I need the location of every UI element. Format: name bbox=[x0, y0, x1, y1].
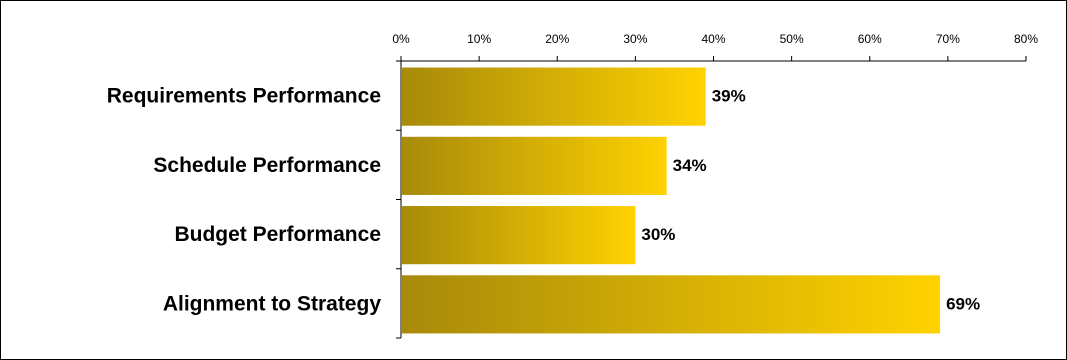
data-label: 39% bbox=[712, 87, 746, 106]
bar bbox=[402, 206, 636, 265]
x-tick-label: 50% bbox=[780, 32, 804, 46]
x-tick-label: 20% bbox=[545, 32, 569, 46]
x-tick-label: 80% bbox=[1014, 32, 1038, 46]
x-tick-label: 40% bbox=[701, 32, 725, 46]
x-tick-label: 70% bbox=[936, 32, 960, 46]
x-tick-label: 10% bbox=[467, 32, 491, 46]
bar bbox=[402, 67, 706, 126]
bar bbox=[402, 275, 941, 334]
category-label: Budget Performance bbox=[174, 223, 381, 246]
x-tick-label: 30% bbox=[623, 32, 647, 46]
category-label: Schedule Performance bbox=[153, 154, 381, 177]
x-tick-label: 60% bbox=[858, 32, 882, 46]
bar bbox=[402, 136, 667, 195]
data-label: 69% bbox=[946, 294, 980, 313]
data-label: 30% bbox=[641, 225, 675, 244]
category-label: Alignment to Strategy bbox=[163, 292, 382, 315]
data-label: 34% bbox=[673, 156, 707, 175]
category-label: Requirements Performance bbox=[107, 85, 381, 108]
x-tick-label: 0% bbox=[392, 32, 410, 46]
